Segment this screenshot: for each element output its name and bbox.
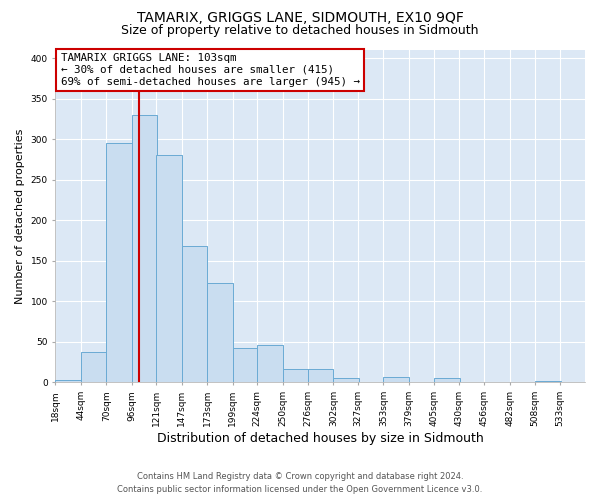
Bar [257,345,283,383]
Text: TAMARIX GRIGGS LANE: 103sqm
← 30% of detached houses are smaller (415)
69% of se: TAMARIX GRIGGS LANE: 103sqm ← 30% of det… [61,54,360,86]
Bar [55,380,81,382]
Bar [308,368,334,382]
Bar [434,378,460,382]
Text: Contains HM Land Registry data © Crown copyright and database right 2024.
Contai: Contains HM Land Registry data © Crown c… [118,472,482,494]
Bar [207,282,233,382]
Bar [182,246,207,382]
Bar [81,352,106,382]
Bar [283,368,308,382]
X-axis label: Distribution of detached houses by size in Sidmouth: Distribution of detached houses by size … [157,432,484,445]
Text: Size of property relative to detached houses in Sidmouth: Size of property relative to detached ho… [121,24,479,37]
Bar [383,377,409,382]
Bar [233,348,258,382]
Bar [156,156,182,382]
Bar [106,143,132,382]
Bar [334,378,359,382]
Y-axis label: Number of detached properties: Number of detached properties [15,128,25,304]
Text: TAMARIX, GRIGGS LANE, SIDMOUTH, EX10 9QF: TAMARIX, GRIGGS LANE, SIDMOUTH, EX10 9QF [137,11,463,25]
Bar [132,115,157,382]
Bar [535,381,560,382]
